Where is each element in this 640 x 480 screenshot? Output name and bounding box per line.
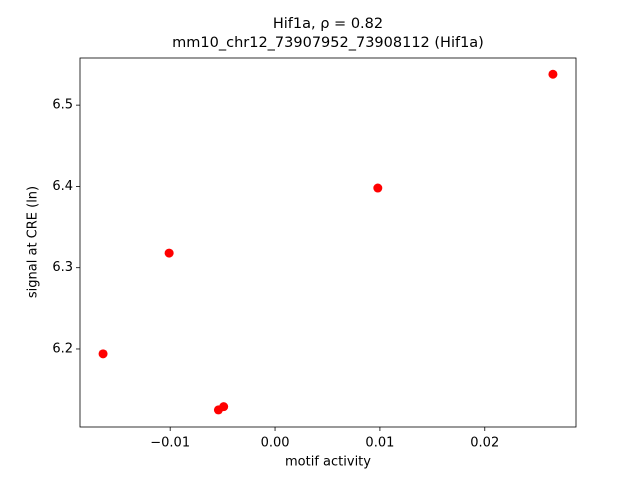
x-axis-label: motif activity [285,455,371,470]
point [548,69,558,79]
point [98,349,108,359]
x-tick-label: 0.01 [365,436,394,451]
y-tick-label: 6.2 [52,341,73,356]
chart-title: Hif1a, ρ = 0.82 [273,16,383,32]
plot-frame [79,57,577,428]
y-tick-label: 6.5 [52,98,73,113]
y-tick-label: 6.4 [52,179,73,194]
point [164,248,174,258]
chart-subtitle: mm10_chr12_73907952_73908112 (Hif1a) [172,35,484,51]
x-tick-label: 0.02 [470,436,499,451]
y-axis-label: signal at CRE (ln) [26,186,41,298]
point [219,402,229,412]
x-tick-label: −0.01 [150,436,190,451]
point [373,183,383,193]
y-tick-label: 6.3 [52,260,73,275]
x-tick-label: 0.00 [261,436,290,451]
